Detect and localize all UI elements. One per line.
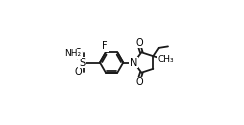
Text: NH₂: NH₂ <box>64 50 81 58</box>
Text: O: O <box>135 38 143 48</box>
Text: O: O <box>75 48 82 58</box>
Text: O: O <box>135 77 143 87</box>
Text: N: N <box>130 58 138 68</box>
Text: S: S <box>79 58 85 68</box>
Text: CH₃: CH₃ <box>157 55 174 64</box>
Text: O: O <box>75 67 82 77</box>
Text: F: F <box>102 41 108 51</box>
